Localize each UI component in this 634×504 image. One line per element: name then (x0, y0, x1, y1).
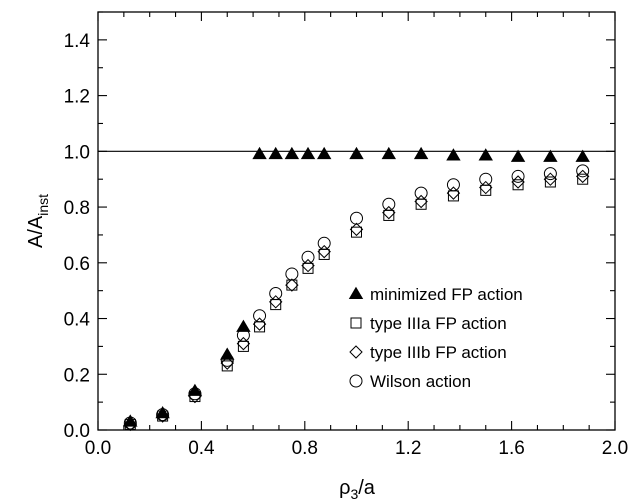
y-tick-label: 0.4 (64, 310, 91, 331)
data-point (383, 209, 395, 221)
x-axis-label-subscript: 3 (350, 486, 358, 502)
data-point (479, 172, 493, 186)
data-point (300, 146, 316, 160)
data-point (511, 169, 525, 183)
data-point (543, 167, 557, 181)
data-point (351, 226, 362, 238)
data-point (220, 347, 235, 360)
y-tick-label: 1.0 (64, 142, 90, 163)
data-point (270, 299, 282, 311)
data-point (318, 248, 330, 260)
data-point (316, 146, 332, 160)
x-tick-label: 2.0 (602, 438, 628, 459)
legend-label: minimized FP action (370, 285, 523, 304)
data-point (268, 146, 283, 160)
plot-frame (97, 11, 616, 431)
data-point (576, 164, 590, 178)
legend-label: type IIIb FP action (370, 343, 507, 362)
data-point (349, 146, 364, 160)
data-point (543, 149, 558, 162)
data-point (381, 146, 397, 160)
data-point (285, 267, 299, 281)
data-point (317, 236, 331, 250)
data-point (510, 149, 526, 162)
legend-marker (348, 286, 364, 299)
data-point (237, 340, 249, 352)
data-point (301, 250, 315, 264)
x-axis-label: ρ3/a (339, 477, 376, 502)
data-point (415, 198, 427, 210)
y-tick-label: 0.0 (64, 421, 90, 442)
legend-label: type IIIa FP action (370, 314, 507, 333)
data-point (414, 186, 428, 200)
data-point (512, 179, 524, 191)
data-point (478, 148, 493, 161)
data-point (382, 197, 396, 211)
y-tick-label: 0.8 (64, 198, 90, 219)
data-point (413, 146, 429, 160)
data-point (285, 278, 299, 292)
data-points-layer (123, 146, 590, 432)
y-tick-label: 0.6 (64, 254, 90, 275)
data-point (575, 149, 590, 162)
data-point (302, 262, 314, 274)
data-point (349, 222, 364, 237)
x-tick-label: 0.4 (188, 438, 215, 459)
data-point (284, 146, 300, 160)
x-tick-label: 0.0 (85, 438, 111, 459)
x-tick-label: 1.2 (395, 438, 421, 459)
x-axis-label-rest: /a (358, 477, 376, 499)
data-point (480, 184, 492, 196)
data-point (123, 414, 138, 427)
y-axis-label-subscript: inst (35, 194, 51, 216)
data-point (155, 405, 170, 419)
y-axis-label-main: A/A (25, 215, 47, 248)
data-point (446, 178, 460, 192)
y-axis-label: A/Ainst (25, 194, 51, 248)
legend-marker (349, 345, 363, 359)
y-tick-label: 0.2 (64, 365, 90, 386)
data-point (236, 319, 251, 332)
x-tick-label: 0.8 (292, 438, 318, 459)
ticks-layer: 0.0 0.4 0.8 1.2 1.6 2.0 0.0 0.2 0.4 0.6 0.8 1.0 1.2 1… (64, 11, 628, 459)
legend-marker (350, 317, 362, 329)
data-point (577, 173, 589, 185)
data-point (350, 211, 363, 225)
data-point (286, 279, 298, 291)
data-point (252, 146, 267, 160)
x-tick-label: 1.6 (498, 438, 524, 459)
legend-label: Wilson action (370, 372, 471, 391)
data-point (269, 286, 283, 300)
data-point (221, 360, 233, 372)
x-axis-label-main: ρ (339, 477, 350, 499)
data-point (447, 190, 459, 202)
legend-marker (349, 374, 363, 388)
data-point (446, 148, 461, 161)
data-point (254, 321, 266, 333)
data-point (187, 383, 203, 396)
data-point (253, 309, 267, 323)
y-tick-label: 1.2 (64, 87, 90, 108)
data-point (544, 176, 556, 188)
y-tick-label: 1.4 (64, 31, 91, 52)
legend: minimized FP action type IIIa FP action ty… (348, 285, 523, 391)
